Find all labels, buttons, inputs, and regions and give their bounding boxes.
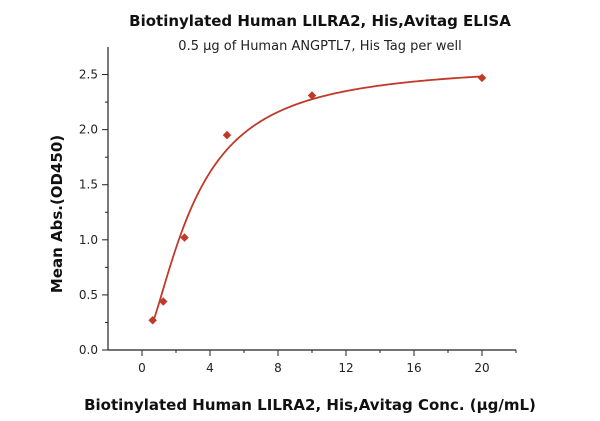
- fit-curve: [151, 75, 483, 324]
- x-tick-label: 4: [206, 361, 214, 375]
- x-axis-label: Biotinylated Human LILRA2, His,Avitag Co…: [84, 396, 536, 414]
- x-tick-label: 16: [406, 361, 421, 375]
- y-tick-label: 1.5: [79, 178, 98, 192]
- axes: 0 4 8 12 16 20 0.0 0.5 1.0 1.5 2.0 2.5: [79, 47, 517, 375]
- data-point: [222, 130, 232, 140]
- y-tick-label: 1.0: [79, 233, 98, 247]
- x-tick-label: 12: [338, 361, 353, 375]
- fit-curve-group: [151, 75, 483, 324]
- y-tick-label: 0.5: [79, 288, 98, 302]
- x-tick-label: 20: [474, 361, 489, 375]
- data-point: [307, 91, 317, 100]
- data-point: [477, 73, 487, 83]
- x-tick-label: 0: [138, 361, 146, 375]
- data-points: [148, 73, 487, 325]
- x-tick-label: 8: [274, 361, 282, 375]
- data-point: [180, 233, 189, 242]
- chart-title: Biotinylated Human LILRA2, His,Avitag EL…: [129, 12, 511, 30]
- data-point: [148, 315, 157, 325]
- data-point: [158, 297, 168, 306]
- y-axis-label: Mean Abs.(OD450): [48, 135, 66, 293]
- y-tick-label: 2.0: [79, 123, 98, 137]
- y-tick-label: 2.5: [79, 68, 98, 82]
- y-tick-label: 0.0: [79, 343, 98, 357]
- chart-subtitle: 0.5 μg of Human ANGPTL7, His Tag per wel…: [178, 39, 461, 54]
